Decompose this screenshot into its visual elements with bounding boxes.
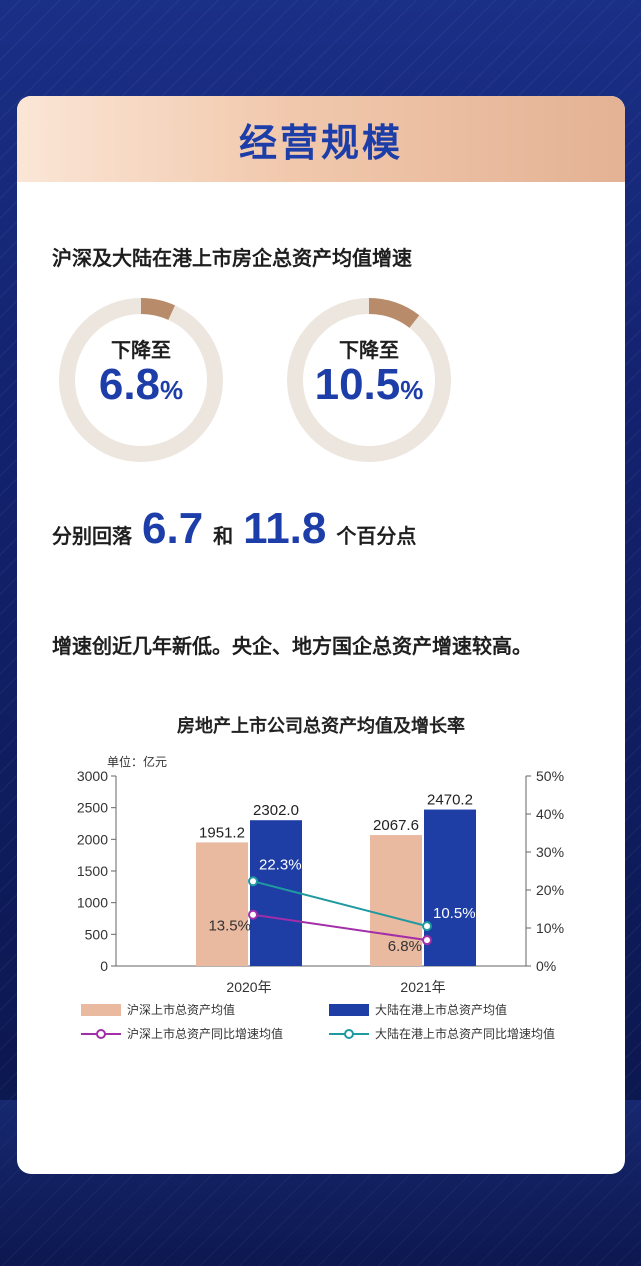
bar-value-label: 2470.2 [427, 792, 473, 809]
bar [424, 809, 476, 966]
left-tick-label: 500 [85, 926, 109, 942]
right-tick-label: 40% [536, 806, 564, 822]
growth-line [252, 913, 428, 942]
recover-suffix: 个百分点 [336, 524, 417, 548]
line-point [248, 909, 258, 920]
legend-marker [344, 1029, 354, 1039]
line-value-label: 22.3% [259, 856, 302, 873]
recover-value-2: 11.8 [243, 504, 327, 553]
line-point [248, 876, 258, 887]
bar [196, 842, 248, 966]
donut-number: 6.8 [98, 360, 161, 409]
line-value-label: 6.8% [388, 938, 422, 955]
legend-swatch [329, 1004, 369, 1016]
donut-ring [287, 298, 451, 462]
legend-label: 沪深上市总资产同比增速均值 [127, 1026, 283, 1041]
right-tick-label: 50% [536, 768, 564, 784]
right-tick-label: 20% [536, 882, 564, 898]
section-subtitle: 沪深及大陆在港上市房企总资产均值增速 [52, 246, 412, 270]
right-tick-label: 30% [536, 844, 564, 860]
donut-arc [368, 298, 420, 329]
bar-value-label: 2067.6 [373, 817, 419, 834]
chart-title: 房地产上市公司总资产均值及增长率 [177, 715, 465, 737]
right-tick-label: 10% [536, 920, 564, 936]
line-value-label: 10.5% [433, 905, 476, 922]
legend-swatch [81, 1004, 121, 1016]
card-title: 经营规模 [238, 120, 403, 165]
recover-value-1: 6.7 [142, 504, 204, 553]
summary-note: 增速创近几年新低。央企、地方国企总资产增速较高。 [52, 634, 532, 658]
legend-label: 大陆在港上市总资产均值 [375, 1002, 507, 1017]
x-tick-label: 2020年 [226, 979, 271, 995]
bar-value-label: 1951.2 [199, 824, 245, 841]
bar [250, 820, 302, 966]
x-tick-label: 2021年 [400, 979, 445, 995]
left-tick-label: 1000 [77, 895, 108, 911]
recover-statement: 分别回落 6.7 和 11.8 个百分点 [52, 504, 416, 564]
donut-value: 6.8% [55, 360, 227, 410]
recover-mid: 和 [213, 524, 234, 548]
right-tick-label: 0% [536, 958, 556, 974]
donut-unit: % [160, 375, 184, 405]
left-tick-label: 0 [100, 958, 108, 974]
bar-value-label: 2302.0 [253, 802, 299, 819]
donut-number: 10.5 [314, 360, 401, 409]
chart-unit-label: 单位：亿元 [107, 754, 167, 769]
line-value-label: 13.5% [208, 918, 251, 935]
left-tick-label: 3000 [77, 768, 108, 784]
legend-label: 大陆在港上市总资产同比增速均值 [375, 1026, 555, 1041]
line-point [422, 935, 432, 946]
bar [370, 835, 422, 966]
donut-value: 10.5% [283, 360, 455, 410]
donut-label: 下降至 [339, 338, 399, 362]
donut-arc [140, 298, 175, 321]
card-header: 经营规模 [17, 96, 625, 182]
donut-unit: % [400, 375, 424, 405]
donut-hk-listed: 下降至 10.5% [283, 294, 455, 466]
legend-marker [96, 1029, 106, 1039]
donut-ring [59, 298, 223, 462]
legend-label: 沪深上市总资产均值 [127, 1002, 235, 1017]
left-tick-label: 2000 [77, 831, 108, 847]
left-tick-label: 2500 [77, 800, 108, 816]
donut-shanghai-shenzhen: 下降至 6.8% [55, 294, 227, 466]
content-card: 经营规模 沪深及大陆在港上市房企总资产均值增速 下降至 6.8% 下降至 10.… [17, 96, 625, 1174]
recover-prefix: 分别回落 [52, 524, 132, 548]
donut-label: 下降至 [111, 338, 171, 362]
line-point [422, 921, 432, 932]
left-tick-label: 1500 [77, 863, 108, 879]
growth-line [252, 880, 428, 928]
